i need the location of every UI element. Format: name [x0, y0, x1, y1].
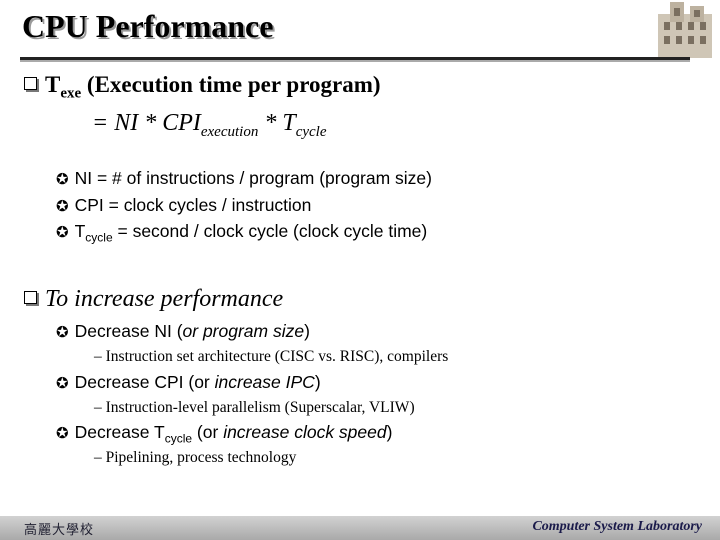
execution-time-formula: = NI * CPIexecution * Tcycle	[92, 110, 327, 140]
decrease-ni-item: ✪ Decrease NI (or program size)	[56, 321, 310, 341]
definition-cpi: ✪ CPI = clock cycles / instruction	[56, 195, 312, 215]
university-name: 高麗大學校	[24, 523, 95, 538]
star-bullet-icon: ✪	[56, 223, 69, 241]
square-bullet-icon	[24, 77, 37, 90]
texe-bullet: Texe (Execution time per program)	[24, 72, 381, 103]
star-bullet-icon: ✪	[56, 170, 69, 188]
star-bullet-icon: ✪	[56, 197, 69, 215]
star-bullet-icon: ✪	[56, 374, 69, 392]
decrease-cpi-item: ✪ Decrease CPI (or increase IPC)	[56, 372, 321, 392]
star-bullet-icon: ✪	[56, 424, 69, 442]
decrease-tcycle-detail: – Pipelining, process technology	[94, 449, 297, 466]
decrease-cpi-detail: – Instruction-level parallelism (Supersc…	[94, 399, 415, 416]
university-building-logo	[658, 2, 712, 58]
square-bullet-icon	[24, 291, 37, 304]
slide-title: CPU Performance	[22, 8, 274, 44]
definition-ni: ✪ NI = # of instructions / program (progr…	[56, 168, 432, 188]
decrease-tcycle-item: ✪ Decrease Tcycle (or increase clock spee…	[56, 422, 393, 446]
lab-name: Computer System Laboratory	[532, 519, 702, 534]
star-bullet-icon: ✪	[56, 323, 69, 341]
title-underline	[20, 57, 690, 60]
footer-bar: 高麗大學校 Computer System Laboratory	[0, 516, 720, 540]
increase-performance-heading: To increase performance	[24, 286, 283, 313]
decrease-ni-detail: – Instruction set architecture (CISC vs.…	[94, 348, 449, 365]
definition-tcycle: ✪ Tcycle = second / clock cycle (clock cy…	[56, 221, 428, 245]
